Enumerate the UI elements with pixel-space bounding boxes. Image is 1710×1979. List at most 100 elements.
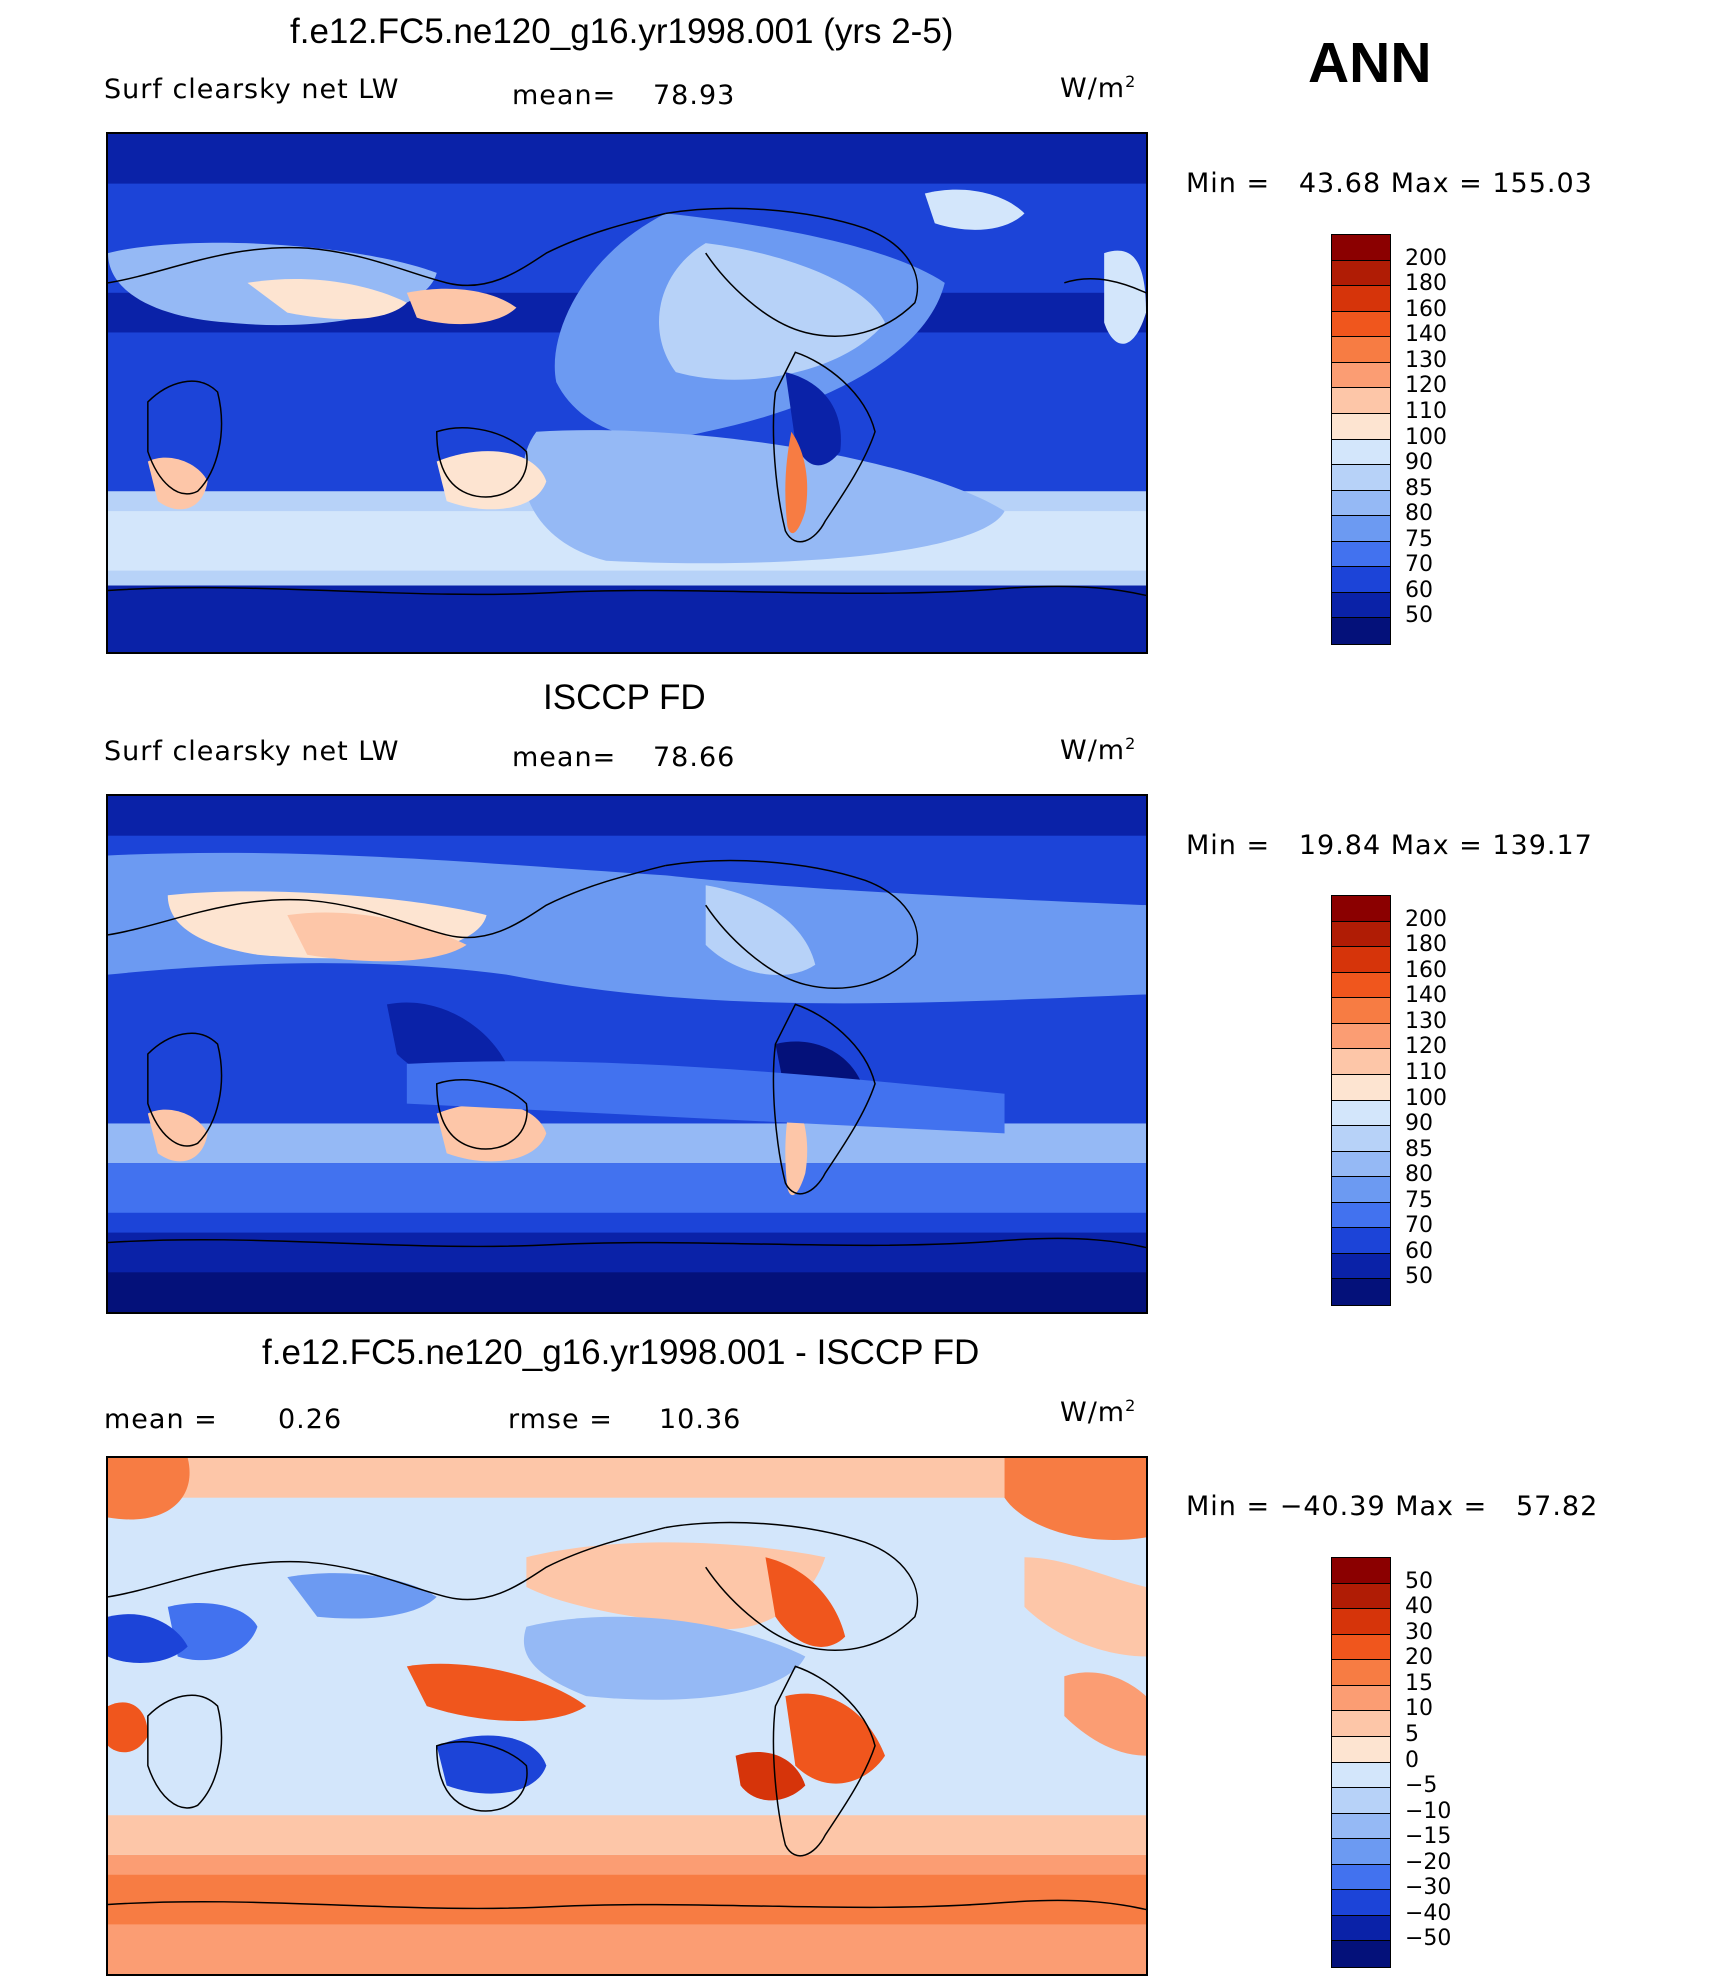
panel-3-colorbar-box bbox=[1332, 1941, 1390, 1967]
panel-3-colorbar-box bbox=[1332, 1736, 1390, 1763]
panel-2-map bbox=[106, 794, 1148, 1314]
panel-2-colorbar-box bbox=[1332, 921, 1390, 948]
panel-3-colorbar-tick-label: −15 bbox=[1405, 1824, 1452, 1850]
panel-3-colorbar-tick-label: −50 bbox=[1405, 1926, 1452, 1952]
panel-1-colorbar-box bbox=[1332, 541, 1390, 568]
panel-1-colorbar-box bbox=[1332, 337, 1390, 363]
panel-2-colorbar-box bbox=[1332, 998, 1390, 1024]
panel-1-colorbar-box bbox=[1332, 362, 1390, 389]
panel-2-colorbar-tick-label: 80 bbox=[1405, 1162, 1433, 1188]
panel-1-colorbar-tick-label: 90 bbox=[1405, 450, 1433, 476]
panel-1-colorbar-tick-label: 180 bbox=[1405, 271, 1447, 297]
panel-1-units: W/m2 bbox=[1060, 72, 1137, 104]
panel-3-colorbar-tick-label: −10 bbox=[1405, 1798, 1452, 1824]
panel-2-colorbar-box bbox=[1332, 1023, 1390, 1050]
panel-1-colorbar-box bbox=[1332, 286, 1390, 312]
panel-2-colorbar-tick-label: 90 bbox=[1405, 1111, 1433, 1137]
panel-1-colorbar-box bbox=[1332, 439, 1390, 466]
panel-3-colorbar-box bbox=[1332, 1864, 1390, 1891]
panel-3-colorbar-tick-label: −20 bbox=[1405, 1849, 1452, 1875]
panel-1-colorbar bbox=[1331, 234, 1391, 645]
panel-3-colorbar-box bbox=[1332, 1609, 1390, 1635]
panel-1-colorbar-tick-label: 160 bbox=[1405, 296, 1447, 322]
panel-1-colorbar-tick-label: 50 bbox=[1405, 603, 1433, 629]
season-label: ANN bbox=[1308, 31, 1432, 95]
panel-1-colorbar-tick-label: 100 bbox=[1405, 424, 1447, 450]
panel-1-colorbar-tick-label: 110 bbox=[1405, 398, 1447, 424]
panel-2-colorbar-box bbox=[1332, 1049, 1390, 1075]
panel-1-colorbar-tick-label: 70 bbox=[1405, 552, 1433, 578]
panel-1-colorbar-box bbox=[1332, 235, 1390, 261]
panel-3-colorbar-box bbox=[1332, 1839, 1390, 1865]
panel-1-colorbar-box bbox=[1332, 516, 1390, 542]
panel-1-colorbar-tick-label: 140 bbox=[1405, 322, 1447, 348]
panel-1-title: f.e12.FC5.ne120_g16.yr1998.001 (yrs 2-5) bbox=[290, 12, 954, 51]
panel-2-colorbar-box bbox=[1332, 1074, 1390, 1101]
panel-1-colorbar-tick-label: 85 bbox=[1405, 475, 1433, 501]
panel-2-colorbar-tick-label: 85 bbox=[1405, 1136, 1433, 1162]
panel-1-colorbar-box bbox=[1332, 388, 1390, 414]
panel-3-units: W/m2 bbox=[1060, 1396, 1137, 1428]
panel-3-colorbar-box bbox=[1332, 1558, 1390, 1584]
panel-2-colorbar-tick-label: 110 bbox=[1405, 1059, 1447, 1085]
panel-2-colorbar-tick-label: 130 bbox=[1405, 1008, 1447, 1034]
panel-1-colorbar-box bbox=[1332, 567, 1390, 593]
panel-3-mean-value: 0.26 bbox=[278, 1404, 343, 1435]
panel-3-colorbar-tick-label: 10 bbox=[1405, 1696, 1433, 1722]
panel-1-colorbar-box bbox=[1332, 465, 1390, 491]
panel-1-colorbar-box bbox=[1332, 490, 1390, 517]
panel-2-colorbar-box bbox=[1332, 1279, 1390, 1305]
panel-3-colorbar-box bbox=[1332, 1634, 1390, 1661]
panel-2-colorbar-box bbox=[1332, 1177, 1390, 1203]
panel-1-colorbar-box bbox=[1332, 311, 1390, 338]
panel-2-colorbar-box bbox=[1332, 896, 1390, 922]
panel-1-minmax: Min = 43.68 Max = 155.03 bbox=[1186, 168, 1593, 199]
panel-2-colorbar-tick-label: 120 bbox=[1405, 1034, 1447, 1060]
panel-2-mean-label: mean= bbox=[512, 742, 617, 773]
panel-3-title: f.e12.FC5.ne120_g16.yr1998.001 - ISCCP F… bbox=[262, 1333, 980, 1372]
panel-1-colorbar-tick-label: 75 bbox=[1405, 526, 1433, 552]
panel-3-colorbar-tick-label: −40 bbox=[1405, 1900, 1452, 1926]
panel-1-colorbar-box bbox=[1332, 592, 1390, 619]
panel-1-colorbar-tick-label: 120 bbox=[1405, 373, 1447, 399]
panel-3-colorbar-tick-label: −5 bbox=[1405, 1773, 1438, 1799]
panel-2-title: ISCCP FD bbox=[543, 678, 706, 717]
panel-3-colorbar-box bbox=[1332, 1890, 1390, 1916]
panel-3-colorbar-tick-label: 50 bbox=[1405, 1568, 1433, 1594]
panel-1-mean-value: 78.93 bbox=[653, 80, 736, 111]
panel-2-colorbar-box bbox=[1332, 1126, 1390, 1152]
panel-3-map-svg bbox=[108, 1458, 1146, 1974]
panel-3-rmse-value: 10.36 bbox=[659, 1404, 742, 1435]
panel-2-colorbar-tick-label: 100 bbox=[1405, 1085, 1447, 1111]
panel-1-mean-label: mean= bbox=[512, 80, 617, 111]
panel-1-colorbar-box bbox=[1332, 618, 1390, 644]
panel-2-variable: Surf clearsky net LW bbox=[104, 736, 400, 767]
panel-3-colorbar-tick-label: 20 bbox=[1405, 1645, 1433, 1671]
panel-1-colorbar-tick-label: 60 bbox=[1405, 577, 1433, 603]
panel-3-colorbar-box bbox=[1332, 1762, 1390, 1789]
panel-3-mean-label: mean = bbox=[104, 1404, 218, 1435]
panel-2-mean-value: 78.66 bbox=[653, 742, 736, 773]
panel-1-colorbar-box bbox=[1332, 413, 1390, 440]
panel-2-colorbar bbox=[1331, 895, 1391, 1306]
panel-3-colorbar-box bbox=[1332, 1660, 1390, 1686]
panel-1-colorbar-tick-label: 200 bbox=[1405, 245, 1447, 271]
panel-3-colorbar-box bbox=[1332, 1685, 1390, 1712]
panel-2-colorbar-tick-label: 140 bbox=[1405, 983, 1447, 1009]
panel-3-colorbar-tick-label: 30 bbox=[1405, 1619, 1433, 1645]
panel-2-colorbar-box bbox=[1332, 1100, 1390, 1127]
panel-1-map bbox=[106, 132, 1148, 654]
panel-2-colorbar-box bbox=[1332, 972, 1390, 999]
panel-2-colorbar-tick-label: 50 bbox=[1405, 1264, 1433, 1290]
panel-2-colorbar-tick-label: 70 bbox=[1405, 1213, 1433, 1239]
panel-2-colorbar-tick-label: 180 bbox=[1405, 932, 1447, 958]
panel-3-colorbar-tick-label: 40 bbox=[1405, 1594, 1433, 1620]
panel-2-units: W/m2 bbox=[1060, 734, 1137, 766]
panel-3-colorbar-box bbox=[1332, 1788, 1390, 1814]
panel-3-rmse-label: rmse = bbox=[508, 1404, 613, 1435]
panel-3-map bbox=[106, 1456, 1148, 1976]
panel-2-colorbar-tick-label: 75 bbox=[1405, 1187, 1433, 1213]
panel-2-colorbar-box bbox=[1332, 1253, 1390, 1280]
panel-1-variable: Surf clearsky net LW bbox=[104, 74, 400, 105]
panel-3-colorbar-box bbox=[1332, 1813, 1390, 1840]
